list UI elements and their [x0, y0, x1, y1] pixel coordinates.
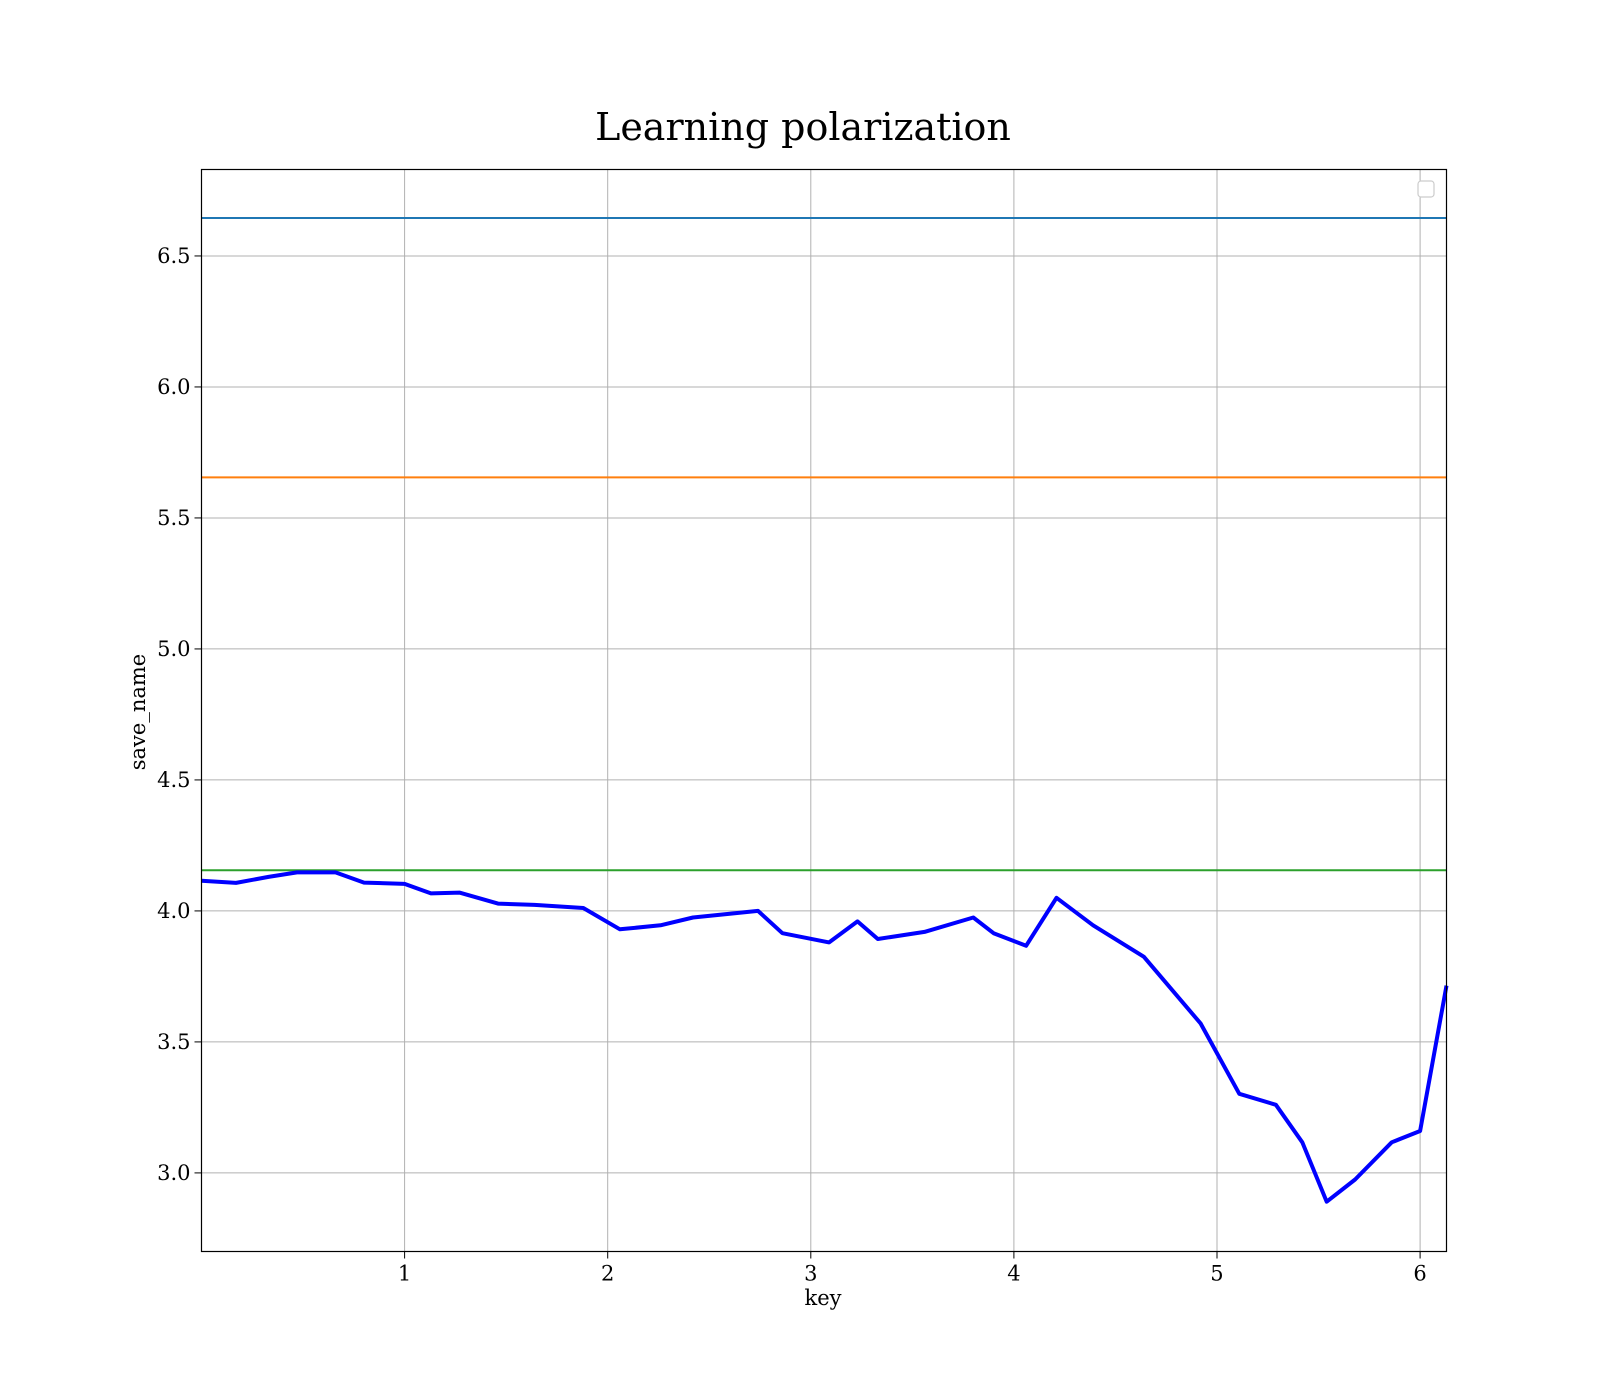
y-tick-label: 5.0 — [157, 637, 190, 661]
plot-frame — [200, 168, 1448, 1253]
grid — [201, 169, 1447, 1252]
y-tick-label: 5.5 — [157, 506, 190, 530]
x-axis-label: key — [804, 1286, 841, 1310]
y-tick-label: 3.0 — [157, 1161, 190, 1185]
y-ticks: 3.0 3.5 4.0 4.5 5.0 5.5 6.0 6.5 — [157, 244, 202, 1185]
x-tick-label: 1 — [398, 1262, 411, 1286]
x-tick-label: 3 — [804, 1262, 817, 1286]
y-tick-label: 4.0 — [157, 899, 190, 923]
reference-lines — [201, 216, 1447, 872]
x-tick-label: 5 — [1210, 1262, 1223, 1286]
legend-box — [1417, 180, 1435, 198]
series-line — [201, 870, 1449, 1204]
y-tick-label: 4.5 — [157, 768, 190, 792]
y-tick-label: 6.5 — [157, 244, 190, 268]
x-tick-label: 4 — [1007, 1262, 1020, 1286]
y-tick-label: 6.0 — [157, 375, 190, 399]
chart-title: Learning polarization — [595, 105, 1011, 149]
series-layer — [201, 870, 1449, 1204]
y-axis-label: save_name — [126, 654, 150, 770]
x-tick-label: 6 — [1413, 1262, 1426, 1286]
x-tick-label: 2 — [601, 1262, 614, 1286]
y-tick-label: 3.5 — [157, 1030, 190, 1054]
x-ticks: 1 2 3 4 5 6 — [398, 1251, 1427, 1286]
